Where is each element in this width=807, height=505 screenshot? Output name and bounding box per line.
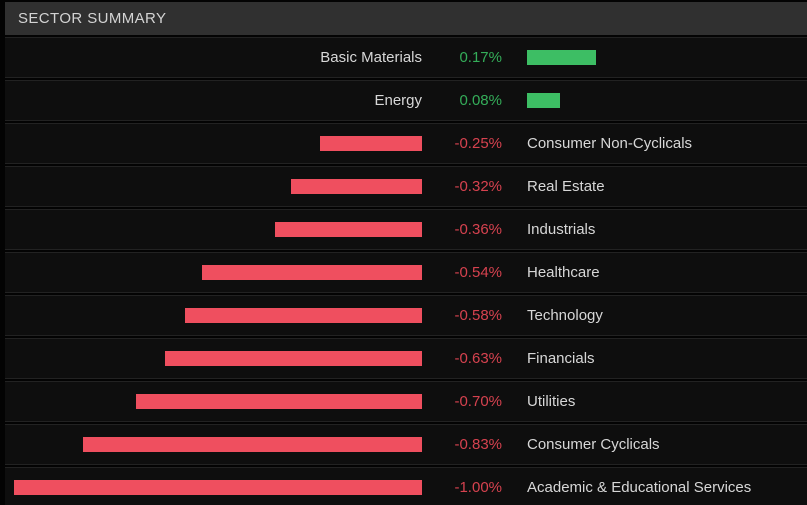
negative-bar [202, 265, 422, 280]
row-left-cell [5, 480, 422, 495]
sector-row[interactable]: -0.25% Consumer Non-Cyclicals [5, 123, 807, 164]
row-right-cell: Utilities [502, 393, 807, 410]
row-right-cell: Real Estate [502, 178, 807, 195]
row-left-cell [5, 179, 422, 194]
row-left-cell [5, 437, 422, 452]
row-right-cell: Financials [502, 350, 807, 367]
sector-row[interactable]: Basic Materials 0.17% [5, 37, 807, 78]
row-right-cell: Technology [502, 307, 807, 324]
sector-change-percent: -0.54% [454, 264, 502, 281]
sector-label: Consumer Non-Cyclicals [527, 135, 693, 152]
sector-row[interactable]: -0.54% Healthcare [5, 252, 807, 293]
negative-bar [185, 308, 422, 323]
row-percent-cell: -0.83% [422, 436, 502, 453]
sector-row[interactable]: -1.00% Academic & Educational Services [5, 467, 807, 505]
row-percent-cell: -0.32% [422, 178, 502, 195]
sector-change-percent: -0.58% [454, 307, 502, 324]
row-percent-cell: -0.25% [422, 135, 502, 152]
sector-rows: Basic Materials 0.17% Energy 0.08% -0.25… [5, 37, 807, 505]
sector-label: Basic Materials [320, 49, 422, 66]
negative-bar [320, 136, 422, 151]
sector-change-percent: -0.36% [454, 221, 502, 238]
row-right-cell [502, 93, 807, 108]
row-right-cell: Healthcare [502, 264, 807, 281]
row-percent-cell: 0.08% [422, 92, 502, 109]
negative-bar [136, 394, 422, 409]
sector-label: Industrials [527, 221, 596, 238]
row-percent-cell: -0.63% [422, 350, 502, 367]
sector-row[interactable]: -0.36% Industrials [5, 209, 807, 250]
row-percent-cell: -0.54% [422, 264, 502, 281]
row-percent-cell: -0.36% [422, 221, 502, 238]
sector-change-percent: -0.25% [454, 135, 502, 152]
sector-row[interactable]: -0.70% Utilities [5, 381, 807, 422]
sector-row[interactable]: Energy 0.08% [5, 80, 807, 121]
negative-bar [14, 480, 422, 495]
row-right-cell: Consumer Cyclicals [502, 436, 807, 453]
row-left-cell [5, 308, 422, 323]
sector-row[interactable]: -0.58% Technology [5, 295, 807, 336]
positive-bar [527, 93, 560, 108]
row-percent-cell: -1.00% [422, 479, 502, 496]
row-left-cell [5, 265, 422, 280]
sector-label: Real Estate [527, 178, 605, 195]
sector-row[interactable]: -0.32% Real Estate [5, 166, 807, 207]
row-percent-cell: -0.70% [422, 393, 502, 410]
sector-label: Financials [527, 350, 595, 367]
row-left-cell [5, 222, 422, 237]
panel-header: SECTOR SUMMARY [5, 2, 807, 35]
sector-label: Consumer Cyclicals [527, 436, 660, 453]
row-left-cell: Basic Materials [5, 49, 422, 66]
sector-change-percent: -0.83% [454, 436, 502, 453]
sector-change-percent: -0.32% [454, 178, 502, 195]
row-percent-cell: 0.17% [422, 49, 502, 66]
row-left-cell [5, 351, 422, 366]
sector-label: Utilities [527, 393, 576, 410]
sector-label: Healthcare [527, 264, 600, 281]
row-right-cell: Academic & Educational Services [502, 479, 807, 496]
negative-bar [291, 179, 422, 194]
row-right-cell: Industrials [502, 221, 807, 238]
sector-label: Technology [527, 307, 603, 324]
sector-change-percent: 0.17% [459, 49, 502, 66]
sector-change-percent: -0.70% [454, 393, 502, 410]
row-right-cell [502, 50, 807, 65]
row-left-cell [5, 136, 422, 151]
sector-label: Energy [374, 92, 422, 109]
row-right-cell: Consumer Non-Cyclicals [502, 135, 807, 152]
negative-bar [165, 351, 422, 366]
sector-change-percent: 0.08% [459, 92, 502, 109]
row-left-cell [5, 394, 422, 409]
sector-change-percent: -1.00% [454, 479, 502, 496]
sector-row[interactable]: -0.63% Financials [5, 338, 807, 379]
positive-bar [527, 50, 596, 65]
panel-title: SECTOR SUMMARY [18, 10, 167, 27]
negative-bar [83, 437, 422, 452]
row-left-cell: Energy [5, 92, 422, 109]
negative-bar [275, 222, 422, 237]
row-percent-cell: -0.58% [422, 307, 502, 324]
sector-label: Academic & Educational Services [527, 479, 752, 496]
sector-row[interactable]: -0.83% Consumer Cyclicals [5, 424, 807, 465]
sector-change-percent: -0.63% [454, 350, 502, 367]
